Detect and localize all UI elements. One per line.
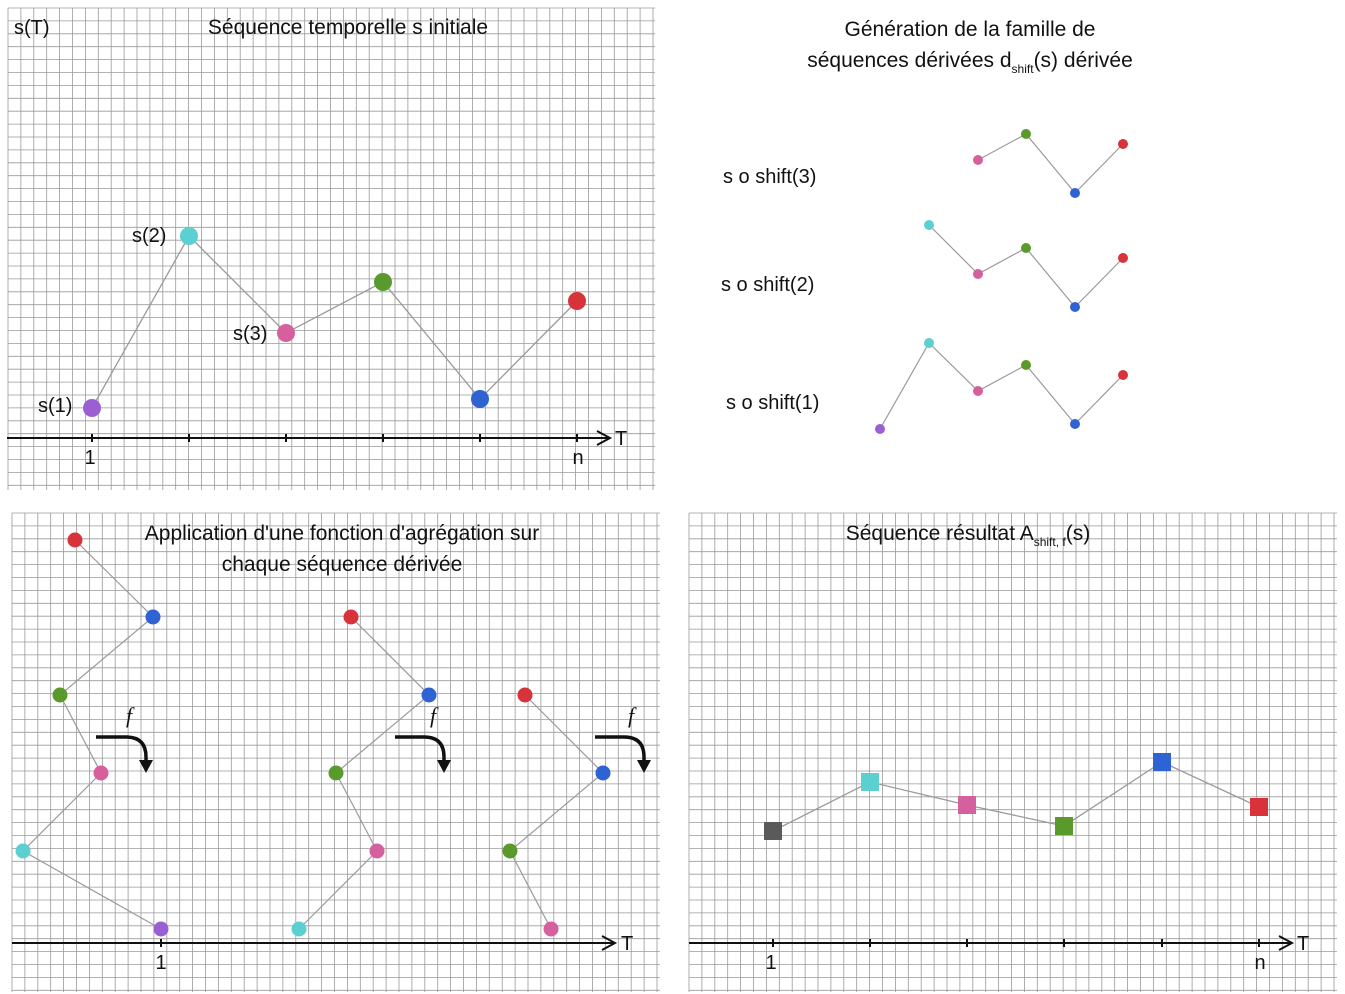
panel-title-initial-sequence: Séquence temporelle s initiale bbox=[208, 16, 488, 39]
f-label: f bbox=[628, 703, 637, 728]
panel-initial-sequence: s(T) Séquence temporelle s initiale T 1 … bbox=[7, 16, 627, 469]
point bbox=[421, 687, 437, 703]
rotated-sequence-3 bbox=[502, 687, 611, 937]
point bbox=[543, 921, 559, 937]
row-label-shift2: s o shift(2) bbox=[721, 274, 814, 296]
panel-title: Séquence résultat Ashift, f(s) bbox=[846, 522, 1090, 549]
rotated-sequence-1 bbox=[15, 532, 169, 937]
curved-arrow-icon bbox=[595, 735, 646, 762]
x-axis-label: T bbox=[1297, 933, 1309, 955]
point bbox=[517, 687, 533, 703]
result-square-1 bbox=[764, 822, 782, 840]
rotated-sequence-2 bbox=[291, 609, 437, 937]
x-axis-ticks bbox=[91, 434, 578, 442]
aggregation-arrow-3: f bbox=[595, 703, 651, 773]
point-s4 bbox=[374, 273, 392, 291]
point-label-s3: s(3) bbox=[233, 323, 267, 345]
point-s5 bbox=[471, 390, 489, 408]
point-s1 bbox=[83, 399, 101, 417]
grid-panel-initial-sequence bbox=[7, 7, 655, 490]
point bbox=[1070, 419, 1080, 429]
x-axis-arrow-icon bbox=[601, 935, 618, 951]
aggregation-arrow-2: f bbox=[395, 703, 451, 773]
point-s2 bbox=[180, 227, 198, 245]
aggregation-arrow-1: f bbox=[96, 703, 153, 773]
panel-title-line2: chaque séquence dérivée bbox=[222, 553, 463, 576]
point bbox=[291, 921, 307, 937]
result-square-3 bbox=[958, 796, 976, 814]
point bbox=[52, 687, 68, 703]
grid-panel-result bbox=[688, 512, 1337, 992]
point bbox=[343, 609, 359, 625]
derived-sequence-shift3 bbox=[973, 129, 1128, 198]
point bbox=[1118, 370, 1128, 380]
panel-title-line2: séquences dérivées dshift(s) dérivée bbox=[807, 49, 1133, 76]
x-axis-arrow-icon bbox=[1278, 935, 1295, 951]
result-square-5 bbox=[1153, 753, 1171, 771]
y-axis-label: s(T) bbox=[14, 17, 50, 39]
result-square-4 bbox=[1055, 817, 1073, 835]
point bbox=[1021, 129, 1031, 139]
point bbox=[973, 155, 983, 165]
derived-sequence-shift1 bbox=[875, 338, 1128, 434]
result-line bbox=[772, 761, 1260, 832]
point-s6 bbox=[568, 292, 586, 310]
panel-title-line1: Génération de la famille de bbox=[845, 18, 1096, 41]
point bbox=[369, 843, 385, 859]
point bbox=[1070, 302, 1080, 312]
point bbox=[924, 220, 934, 230]
f-label: f bbox=[126, 703, 135, 728]
point-label-s2: s(2) bbox=[132, 225, 166, 247]
x-axis-arrow-icon bbox=[596, 430, 613, 446]
series-line bbox=[91, 234, 578, 409]
row-label-shift1: s o shift(1) bbox=[726, 392, 819, 414]
grid-panel-aggregation bbox=[11, 512, 660, 992]
x-tick-1: 1 bbox=[84, 447, 95, 469]
curved-arrow-icon bbox=[395, 735, 446, 762]
point bbox=[1021, 360, 1031, 370]
point bbox=[1118, 253, 1128, 263]
panel-result: Séquence résultat Ashift, f(s) T 1 n bbox=[689, 522, 1309, 974]
derived-sequence-shift2 bbox=[924, 220, 1128, 312]
point bbox=[145, 609, 161, 625]
x-tick-1: 1 bbox=[765, 952, 776, 974]
point bbox=[875, 424, 885, 434]
panel-aggregation: Application d'une fonction d'agrégation … bbox=[12, 522, 651, 974]
point-label-s1: s(1) bbox=[38, 395, 72, 417]
x-axis-label: T bbox=[621, 933, 633, 955]
point bbox=[153, 921, 169, 937]
row-label-shift3: s o shift(3) bbox=[723, 166, 816, 188]
curved-arrow-icon bbox=[96, 735, 148, 762]
x-tick-n: n bbox=[1254, 952, 1265, 974]
x-tick-n: n bbox=[572, 447, 583, 469]
point bbox=[93, 765, 109, 781]
point bbox=[1070, 188, 1080, 198]
result-square-6 bbox=[1250, 798, 1268, 816]
panel-derived-sequences: Génération de la famille de séquences dé… bbox=[721, 18, 1133, 434]
x-axis-ticks bbox=[772, 939, 1260, 947]
point bbox=[1021, 243, 1031, 253]
point bbox=[1118, 139, 1128, 149]
point bbox=[973, 269, 983, 279]
result-square-2 bbox=[861, 773, 879, 791]
point bbox=[502, 843, 518, 859]
panel-title-line1: Application d'une fonction d'agrégation … bbox=[145, 522, 539, 545]
x-tick-1: 1 bbox=[155, 952, 166, 974]
point bbox=[67, 532, 83, 548]
point bbox=[15, 843, 31, 859]
point bbox=[595, 765, 611, 781]
f-label: f bbox=[430, 703, 439, 728]
point bbox=[328, 765, 344, 781]
point bbox=[973, 386, 983, 396]
point-s3 bbox=[277, 324, 295, 342]
x-axis-label: T bbox=[615, 428, 627, 450]
point bbox=[924, 338, 934, 348]
